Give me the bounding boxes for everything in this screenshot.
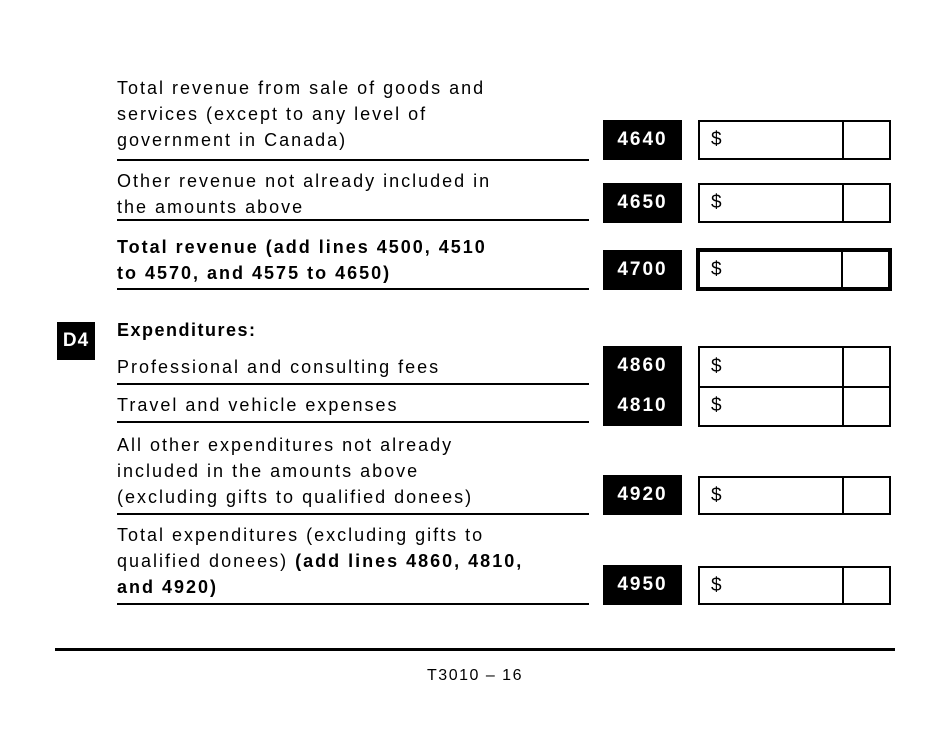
- section-id-badge: D4: [57, 322, 95, 360]
- dollar-amount-input-4860[interactable]: [722, 356, 842, 377]
- amount-box-4920: $: [698, 476, 891, 515]
- cents-cell: [841, 252, 888, 287]
- amount-box-4700: $: [696, 248, 892, 291]
- code-badge-pair-4860-4810: 4860 4810: [603, 346, 682, 426]
- cents-input-4920[interactable]: [844, 478, 889, 513]
- field-underline-4700: [117, 288, 589, 290]
- label-text: Total revenue from sale of goods and ser…: [117, 78, 486, 150]
- dollar-cell: $: [700, 122, 842, 158]
- amount-box-4650: $: [698, 183, 891, 223]
- dollar-cell: $: [700, 568, 842, 603]
- label-line-4950: Total expenditures (excluding gifts to q…: [117, 522, 677, 600]
- field-underline-4650: [117, 219, 589, 221]
- cents-cell: [842, 185, 889, 221]
- field-underline-4920: [117, 513, 589, 515]
- field-underline-4860: [117, 383, 589, 385]
- label-text: Professional and consulting fees: [117, 357, 441, 377]
- dollar-cell: $: [700, 388, 842, 426]
- dollar-amount-input-4640[interactable]: [722, 130, 842, 150]
- footer-rule: [55, 648, 895, 651]
- label-text: All other expenditures not already inclu…: [117, 435, 474, 507]
- dollar-cell: $: [700, 252, 841, 287]
- cents-cell: [842, 387, 889, 425]
- dollar-sign: $: [711, 484, 723, 506]
- amount-box-4810: $: [700, 387, 889, 426]
- label-line-4650: Other revenue not already included in th…: [117, 168, 677, 220]
- dollar-amount-input-4920[interactable]: [722, 485, 842, 506]
- field-underline-4810: [117, 421, 589, 423]
- dollar-amount-input-4950[interactable]: [722, 575, 842, 596]
- dollar-sign: $: [711, 192, 723, 213]
- cents-cell: [842, 122, 889, 158]
- field-underline-4950: [117, 603, 589, 605]
- dollar-sign: $: [711, 258, 723, 280]
- page-number: T3010 – 16: [427, 667, 523, 684]
- amount-box-4860: $: [700, 348, 889, 388]
- label-text: Travel and vehicle expenses: [117, 395, 399, 415]
- cents-input-4640[interactable]: [844, 122, 889, 158]
- amount-box-pair-4860-4810: $ $: [698, 346, 891, 427]
- cents-input-4700[interactable]: [843, 252, 888, 287]
- cents-input-4860[interactable]: [844, 348, 889, 386]
- label-line-4920: All other expenditures not already inclu…: [117, 432, 677, 510]
- field-underline-4640: [117, 159, 589, 161]
- section-title: Expenditures:: [117, 320, 257, 340]
- cents-input-4810[interactable]: [844, 387, 889, 425]
- label-line-4810: Travel and vehicle expenses: [117, 392, 677, 418]
- cents-cell: [842, 478, 889, 513]
- label-text-bold: Total revenue (add lines 4500, 4510 to 4…: [117, 237, 487, 283]
- code-badge-4640: 4640: [603, 120, 682, 160]
- amount-box-4950: $: [698, 566, 891, 605]
- dollar-cell: $: [700, 348, 842, 386]
- dollar-cell: $: [700, 478, 842, 513]
- label-line-4860: Professional and consulting fees: [117, 354, 677, 380]
- dollar-sign: $: [711, 355, 723, 377]
- code-badge-4650: 4650: [603, 183, 682, 223]
- cents-cell: [842, 568, 889, 603]
- dollar-amount-input-4700[interactable]: [722, 259, 841, 280]
- dollar-sign: $: [711, 574, 723, 596]
- dollar-amount-input-4650[interactable]: [722, 193, 842, 213]
- code-badge-4700: 4700: [603, 250, 682, 290]
- label-line-4700: Total revenue (add lines 4500, 4510 to 4…: [117, 234, 677, 286]
- dollar-sign: $: [711, 129, 723, 150]
- label-text: Total expenditures (excluding gifts to q…: [117, 525, 485, 571]
- cents-input-4950[interactable]: [844, 568, 889, 603]
- label-line-4640: Total revenue from sale of goods and ser…: [117, 75, 677, 153]
- dollar-cell: $: [700, 185, 842, 221]
- code-badge-4860: 4860: [617, 355, 668, 376]
- code-badge-4810: 4810: [617, 395, 668, 416]
- amount-box-4640: $: [698, 120, 891, 160]
- cents-input-4650[interactable]: [844, 185, 889, 221]
- dollar-sign: $: [711, 395, 723, 417]
- cents-cell: [842, 348, 889, 386]
- label-text-bold: (add lines 4860, 4810, and 4920): [117, 551, 524, 597]
- dollar-amount-input-4810[interactable]: [722, 396, 842, 417]
- code-badge-4950: 4950: [603, 565, 682, 605]
- label-text: Other revenue not already included in th…: [117, 171, 492, 217]
- code-badge-4920: 4920: [603, 475, 682, 515]
